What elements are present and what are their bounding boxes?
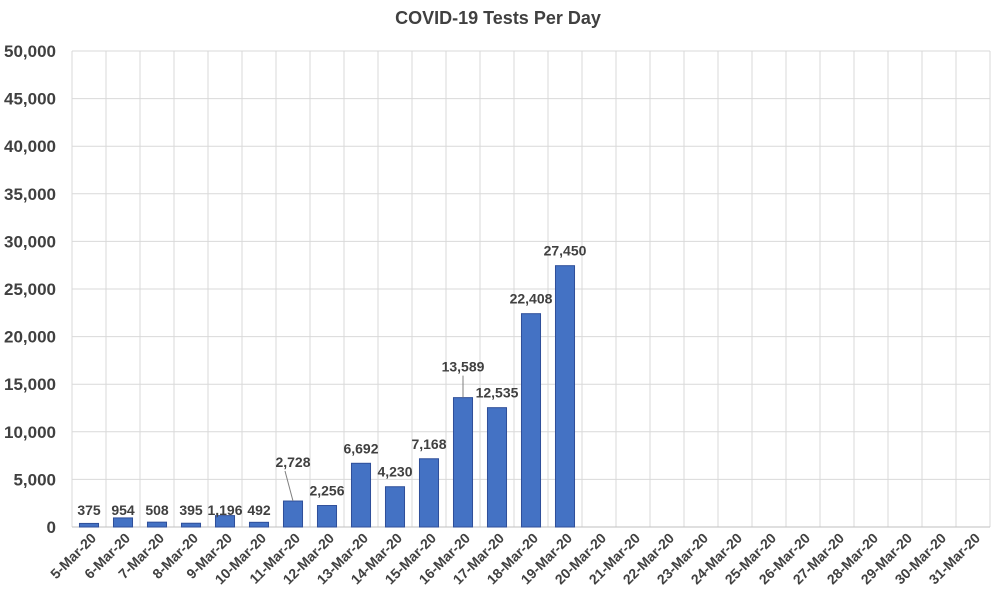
data-label: 4,230 xyxy=(377,464,412,480)
bar xyxy=(452,397,474,528)
y-tick-label: 50,000 xyxy=(4,42,56,61)
data-label: 22,408 xyxy=(510,291,553,307)
bar xyxy=(384,486,406,528)
data-label: 395 xyxy=(179,502,203,518)
y-tick-label: 40,000 xyxy=(4,137,56,156)
bar xyxy=(418,458,440,528)
bar xyxy=(486,407,508,528)
data-label: 7,168 xyxy=(411,436,446,452)
bar xyxy=(248,521,270,528)
bars xyxy=(78,265,576,528)
bar xyxy=(146,521,168,528)
leader-line xyxy=(284,470,294,502)
data-label: 13,589 xyxy=(442,359,485,375)
bar xyxy=(78,522,100,528)
y-tick-label: 10,000 xyxy=(4,423,56,442)
data-label: 2,728 xyxy=(275,454,310,470)
gridlines xyxy=(71,50,991,528)
y-tick-label: 45,000 xyxy=(4,90,56,109)
bar xyxy=(520,313,542,528)
y-axis: 0 5,000 10,000 15,000 20,000 25,000 30,000 35,0… xyxy=(4,42,56,537)
data-label: 492 xyxy=(247,502,271,518)
y-tick-label: 0 xyxy=(47,518,56,537)
data-label: 375 xyxy=(77,502,101,518)
data-label: 508 xyxy=(145,502,169,518)
bar xyxy=(112,517,134,528)
y-tick-label: 25,000 xyxy=(4,280,56,299)
y-tick-label: 35,000 xyxy=(4,185,56,204)
data-label: 2,256 xyxy=(309,483,344,499)
data-label: 27,450 xyxy=(544,243,587,259)
data-label: 12,535 xyxy=(476,385,519,401)
y-tick-label: 15,000 xyxy=(4,375,56,394)
data-label: 1,196 xyxy=(207,502,242,518)
bar xyxy=(554,265,576,528)
bar xyxy=(350,462,372,528)
bar xyxy=(316,505,338,528)
bar xyxy=(214,515,236,528)
y-tick-label: 20,000 xyxy=(4,328,56,347)
y-tick-label: 30,000 xyxy=(4,232,56,251)
bar xyxy=(180,522,202,528)
chart-title: COVID-19 Tests Per Day xyxy=(395,8,601,28)
data-label: 6,692 xyxy=(343,440,378,456)
y-tick-label: 5,000 xyxy=(13,470,56,489)
data-labels: 375 954 508 395 1,196 492 2,728 2,256 6,692 4,230… xyxy=(77,243,586,518)
x-axis: 5-Mar-206-Mar-207-Mar-208-Mar-209-Mar-20… xyxy=(47,530,983,588)
data-label: 954 xyxy=(111,502,135,518)
bar xyxy=(282,500,304,528)
